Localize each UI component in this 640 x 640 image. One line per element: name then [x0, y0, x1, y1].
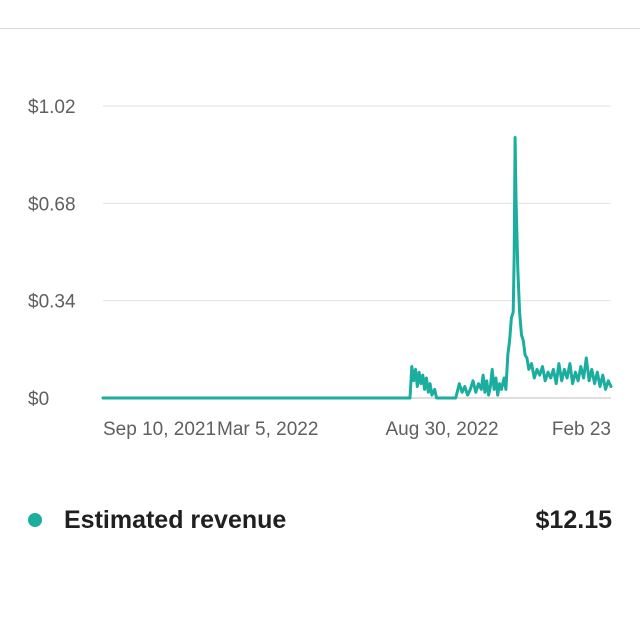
gridlines — [103, 105, 611, 399]
x-tick-label: Sep 10, 2021 — [103, 419, 216, 440]
y-tick-label: $0.68 — [28, 194, 76, 215]
legend-series-label: Estimated revenue — [64, 505, 287, 534]
chart-legend: Estimated revenue $12.15 — [28, 500, 612, 540]
legend-total-value: $12.15 — [535, 505, 612, 534]
series-dot-icon — [28, 513, 42, 527]
x-tick-label: Aug 30, 2022 — [385, 419, 498, 440]
y-tick-label: $1.02 — [28, 97, 76, 118]
x-tick-label: Feb 23 — [552, 419, 611, 440]
revenue-line-chart: $0 $0.34 $0.68 $1.02 Sep 10, 2021 Mar 5, 202… — [28, 97, 613, 440]
y-axis-tick-labels: $0 $0.34 $0.68 $1.02 — [28, 97, 76, 410]
x-axis-tick-labels: Sep 10, 2021 Mar 5, 2022 Aug 30, 2022 Feb 2… — [103, 419, 611, 440]
y-tick-label: $0 — [28, 389, 49, 410]
y-tick-label: $0.34 — [28, 292, 76, 313]
x-tick-label: Mar 5, 2022 — [217, 419, 318, 440]
series-layer — [101, 136, 613, 400]
header-divider — [0, 28, 640, 29]
series-line-estimated-revenue — [101, 136, 613, 400]
